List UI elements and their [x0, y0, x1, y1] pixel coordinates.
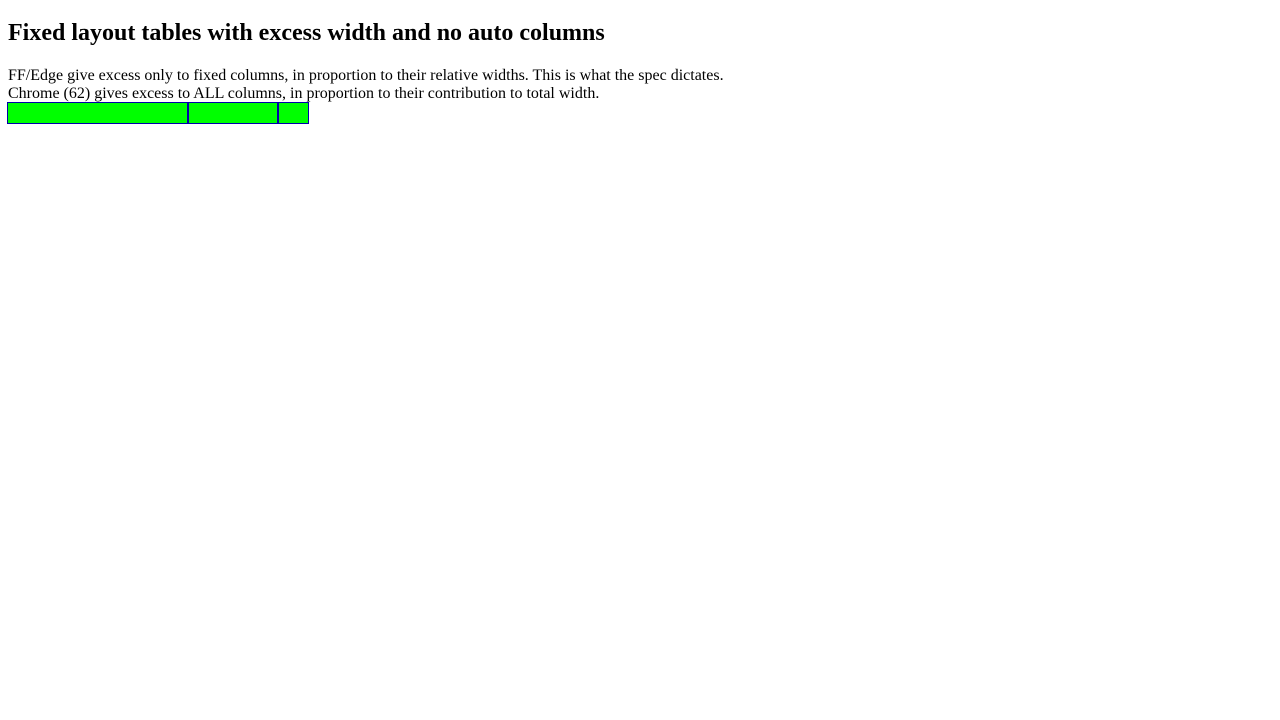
fixed-layout-test-table — [7, 102, 309, 124]
page-title: Fixed layout tables with excess width an… — [8, 20, 605, 46]
description-line-firefox-edge: FF/Edge give excess only to fixed column… — [8, 67, 724, 84]
table-cell-third — [278, 102, 309, 124]
description-line-chrome: Chrome (62) gives excess to ALL columns,… — [8, 85, 600, 102]
table-cell-second — [188, 102, 278, 124]
table-cell-first — [7, 102, 188, 124]
